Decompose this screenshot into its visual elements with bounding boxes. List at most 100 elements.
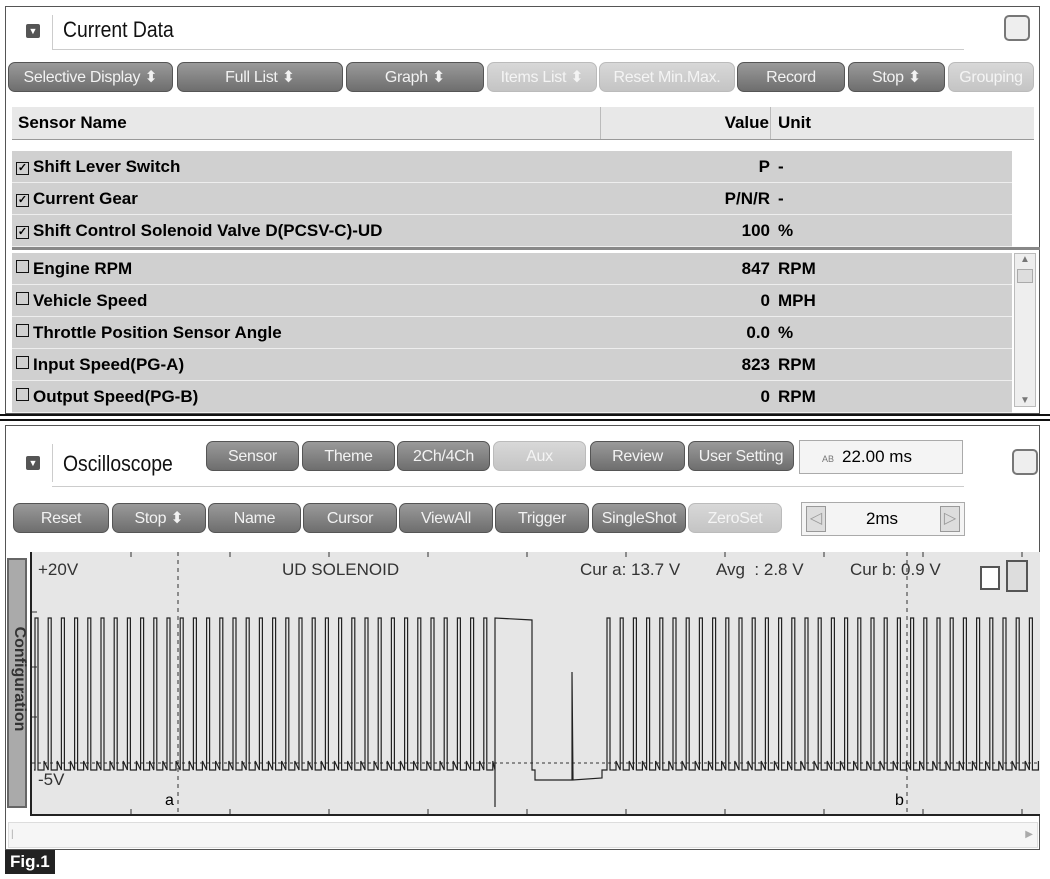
scroll-thumb[interactable]	[1017, 269, 1033, 283]
row-checkbox[interactable]	[16, 260, 29, 273]
stop-button[interactable]: Stop ⬍	[848, 62, 945, 92]
selective-display-button[interactable]: Selective Display ⬍	[8, 62, 173, 92]
maximize-button[interactable]	[1004, 15, 1030, 41]
name-button[interactable]: Name	[208, 503, 301, 533]
trigger-button[interactable]: Trigger	[495, 503, 589, 533]
timebase-control: ◁ 2ms ▷	[801, 502, 965, 536]
waveform	[32, 552, 1040, 814]
table-row[interactable]: ✓ Shift Control Solenoid Valve D(PCSV-C)-…	[12, 215, 1012, 247]
header-sensor-name: Sensor Name	[18, 113, 127, 132]
reset-min-max-button[interactable]: Reset Min.Max.	[599, 62, 735, 92]
scope-display: +20V -5V UD SOLENOID Cur a: 13.7 V Avg :…	[30, 552, 1040, 816]
user-setting-button[interactable]: User Setting	[688, 441, 794, 471]
scroll-left-icon[interactable]: |	[11, 829, 14, 840]
signal-trace	[34, 617, 1039, 807]
sensor-name: Input Speed(PG-A)	[33, 355, 185, 374]
stop-button[interactable]: Stop ⬍	[112, 503, 206, 533]
sensor-unit: -	[778, 157, 784, 176]
collapse-icon[interactable]: ▼	[26, 456, 40, 470]
table-row[interactable]: Engine RPM 847 RPM	[12, 253, 1012, 285]
table-row[interactable]: Throttle Position Sensor Angle 0.0 %	[12, 317, 1012, 349]
sensor-value: 0	[760, 291, 770, 310]
viewall-button[interactable]: ViewAll	[399, 503, 493, 533]
reset-button[interactable]: Reset	[13, 503, 109, 533]
column-divider	[600, 107, 601, 139]
row-checkbox[interactable]: ✓	[16, 194, 29, 207]
sensor-value: 0	[760, 387, 770, 406]
sensor-unit: MPH	[778, 291, 816, 310]
maximize-button[interactable]	[1012, 449, 1038, 475]
sensor-value: 823	[741, 355, 770, 374]
sensor-unit: %	[778, 221, 794, 240]
configuration-label: Configuration	[11, 626, 28, 732]
record-button[interactable]: Record	[737, 62, 845, 92]
table-row[interactable]: Vehicle Speed 0 MPH	[12, 285, 1012, 317]
divider	[0, 414, 1050, 416]
theme-button[interactable]: Theme	[302, 441, 395, 471]
grouping-button[interactable]: Grouping	[948, 62, 1034, 92]
panel-title: Oscilloscope	[63, 451, 173, 476]
cursor-b-readout: Cur b: 0.9 V	[850, 560, 941, 579]
average-readout: Avg : 2.8 V	[716, 560, 804, 579]
cursor-b-marker[interactable]: b	[895, 792, 904, 809]
full-list-button[interactable]: Full List ⬍	[177, 62, 343, 92]
2ch-4ch-button[interactable]: 2Ch/4Ch	[397, 441, 490, 471]
time-value: 22.00 ms	[842, 447, 912, 466]
zeroset-button[interactable]: ZeroSet	[688, 503, 782, 533]
sensor-unit: RPM	[778, 259, 816, 278]
table-header: Sensor Name Value Unit	[12, 107, 1034, 140]
scroll-down-icon[interactable]: ▼	[1020, 395, 1030, 406]
divider	[52, 444, 53, 482]
panel-title: Current Data	[63, 17, 174, 42]
scroll-up-icon[interactable]: ▲	[1020, 254, 1030, 265]
row-checkbox[interactable]	[16, 324, 29, 337]
divider	[52, 486, 964, 487]
row-checkbox[interactable]: ✓	[16, 162, 29, 175]
graph-button[interactable]: Graph ⬍	[346, 62, 484, 92]
configuration-tab[interactable]: Configuration	[7, 558, 28, 808]
cursor-a-marker[interactable]: a	[165, 792, 174, 809]
sensor-value: 847	[741, 259, 770, 278]
timebase-decrease-button[interactable]: ◁	[806, 506, 826, 532]
ab-measure-icon: AB	[822, 454, 835, 464]
layout-icon[interactable]	[1006, 560, 1028, 592]
sensor-value: P/N/R	[724, 189, 770, 208]
items-list-button[interactable]: Items List ⬍	[487, 62, 597, 92]
column-divider	[770, 107, 771, 139]
cursor-button[interactable]: Cursor	[303, 503, 397, 533]
sensor-name: Current Gear	[33, 189, 138, 208]
sensor-name: Vehicle Speed	[33, 291, 148, 310]
table-row[interactable]: Input Speed(PG-A) 823 RPM	[12, 349, 1012, 381]
row-checkbox[interactable]: ✓	[16, 226, 29, 239]
divider	[0, 419, 1050, 421]
row-checkbox[interactable]	[16, 292, 29, 305]
sensor-name: Output Speed(PG-B)	[33, 387, 199, 406]
row-checkbox[interactable]	[16, 388, 29, 401]
horizontal-scrollbar[interactable]: | ▶	[8, 822, 1038, 848]
sensor-value: P	[758, 157, 770, 176]
time-readout: AB 22.00 ms	[799, 440, 963, 474]
channel-checkbox[interactable]	[980, 566, 1000, 590]
collapse-icon[interactable]: ▼	[26, 24, 40, 38]
sensor-name: Engine RPM	[33, 259, 133, 278]
sensor-name: Shift Control Solenoid Valve D(PCSV-C)-U…	[33, 221, 383, 240]
scroll-right-icon[interactable]: ▶	[1025, 829, 1033, 840]
timebase-increase-button[interactable]: ▷	[940, 506, 960, 532]
sensor-unit: RPM	[778, 355, 816, 374]
review-button[interactable]: Review	[590, 441, 685, 471]
aux-button[interactable]: Aux	[493, 441, 586, 471]
cursor-a-readout: Cur a: 13.7 V	[580, 560, 681, 579]
y-max-label: +20V	[38, 560, 79, 579]
sensor-unit: RPM	[778, 387, 816, 406]
sensor-button[interactable]: Sensor	[206, 441, 299, 471]
divider	[12, 247, 1040, 250]
y-min-label: -5V	[38, 770, 65, 789]
table-row[interactable]: ✓ Current Gear P/N/R -	[12, 183, 1012, 215]
sensor-name: Shift Lever Switch	[33, 157, 181, 176]
scrollbar[interactable]: ▲ ▼	[1014, 253, 1036, 407]
table-row[interactable]: ✓ Shift Lever Switch P -	[12, 151, 1012, 183]
singleshot-button[interactable]: SingleShot	[592, 503, 686, 533]
table-row[interactable]: Output Speed(PG-B) 0 RPM	[12, 381, 1012, 413]
sensor-value: 100	[741, 221, 770, 240]
row-checkbox[interactable]	[16, 356, 29, 369]
